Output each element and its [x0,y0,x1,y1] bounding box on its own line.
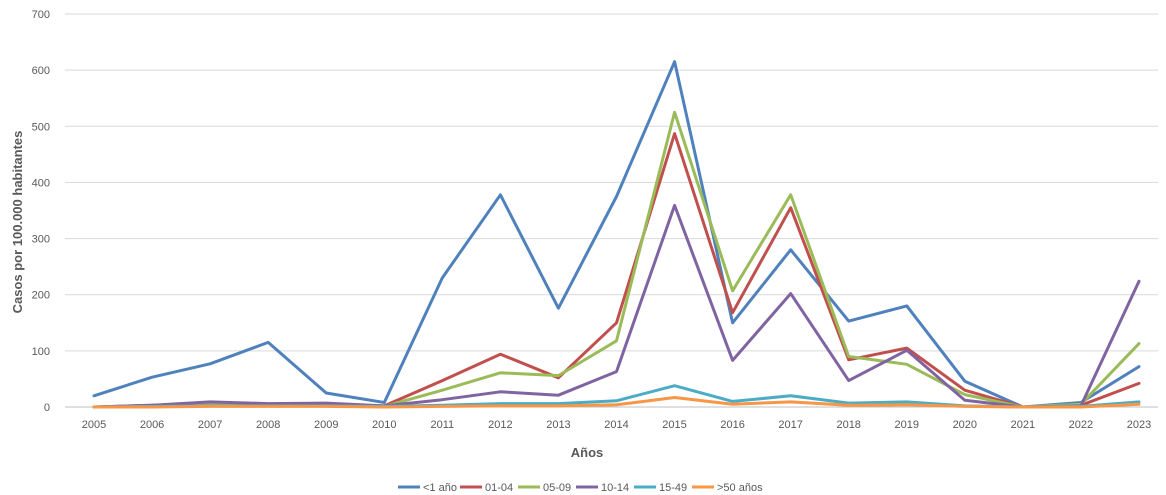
legend-label: 05-09 [543,482,571,494]
x-tick-label: 2011 [431,419,455,431]
legend-label: 01-04 [485,482,513,494]
x-axis-title: Años [571,445,604,460]
legend-label: <1 año [423,482,457,494]
y-tick-label: 400 [32,177,50,189]
x-tick-label: 2014 [604,419,628,431]
y-axis-title: Casos por 100.000 habitantes [10,131,25,314]
x-tick-label: 2006 [140,419,164,431]
x-tick-label: 2020 [953,419,977,431]
series-line [92,110,1141,409]
series-line [92,396,1141,409]
x-tick-label: 2015 [662,419,686,431]
y-tick-label: 700 [32,9,50,21]
y-tick-label: 100 [32,346,50,358]
legend-label: 10-14 [601,482,629,494]
x-axis-ticks: 2005 2006 2007 2008 2009 2010 2011 2012 2013 2014… [82,419,1151,431]
x-tick-label: 2012 [488,419,512,431]
series-lines [92,60,1141,409]
x-tick-label: 2009 [314,419,338,431]
gridlines [65,13,1158,408]
y-tick-label: 600 [32,65,50,77]
x-tick-label: 2019 [895,419,919,431]
x-tick-label: 2016 [720,419,744,431]
x-tick-label: 2008 [256,419,280,431]
x-tick-label: 2007 [198,419,222,431]
legend-label: 15-49 [659,482,687,494]
x-tick-label: 2013 [546,419,570,431]
series-line [92,132,1141,409]
y-tick-label: 200 [32,290,50,302]
y-tick-label: 500 [32,121,50,133]
y-tick-label: 300 [32,234,50,246]
x-tick-label: 2005 [82,419,106,431]
x-tick-label: 2017 [778,419,802,431]
x-tick-label: 2018 [836,419,860,431]
x-tick-label: 2010 [372,419,396,431]
x-tick-label: 2023 [1127,419,1151,431]
x-tick-label: 2022 [1069,419,1093,431]
y-axis-ticks: 0 100 200 300 400 500 600 700 [32,9,50,414]
y-tick-label: 0 [44,402,50,414]
series-line [92,203,1141,409]
series-line [92,60,1141,409]
legend-label: >50 años [717,482,763,494]
x-tick-label: 2021 [1011,419,1035,431]
legend: <1 año 01-04 05-09 10-14 15-49 >50 años [398,482,763,494]
